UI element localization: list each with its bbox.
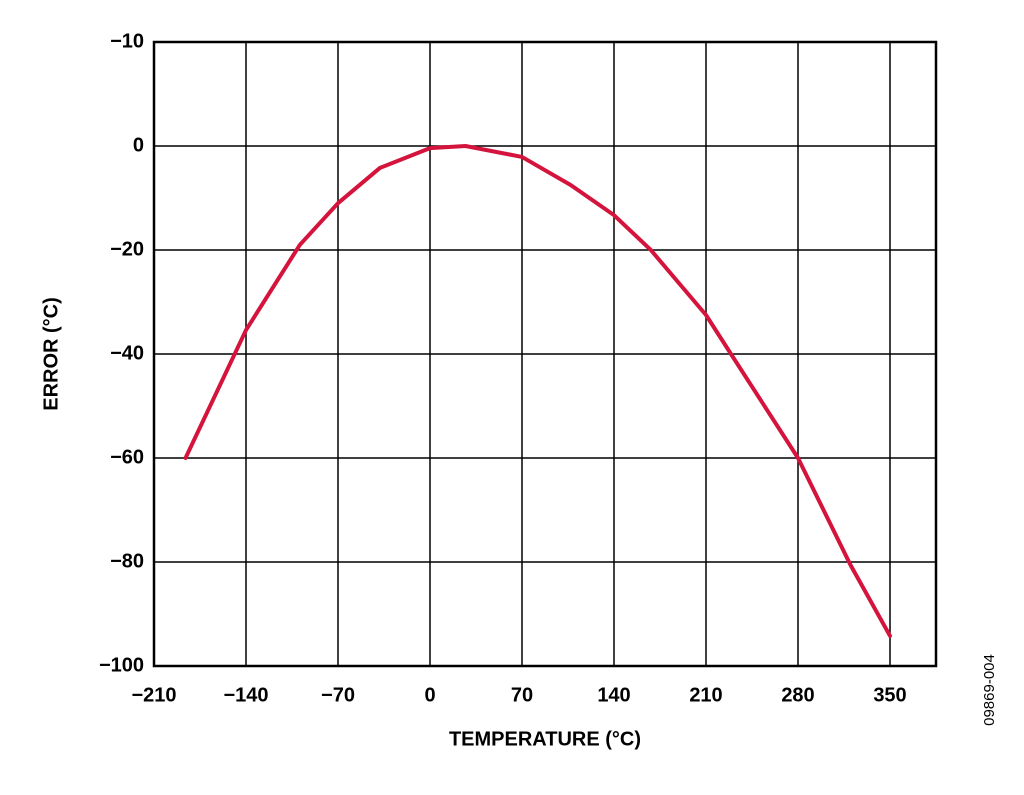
- x-tick-label: 70: [511, 684, 533, 706]
- y-tick-label: −80: [110, 550, 144, 572]
- x-tick-label: 210: [689, 684, 722, 706]
- x-tick-label: −70: [321, 684, 355, 706]
- y-tick-label: −10: [110, 30, 144, 52]
- y-tick-label: −40: [110, 342, 144, 364]
- x-tick-label: 140: [597, 684, 630, 706]
- x-axis-label: TEMPERATURE (°C): [449, 728, 641, 750]
- y-tick-label: −100: [99, 654, 144, 676]
- x-tick-label: −210: [131, 684, 176, 706]
- y-axis-label: ERROR (°C): [40, 297, 62, 411]
- figure-id: 09869-004: [981, 654, 998, 726]
- x-tick-label: −140: [223, 684, 268, 706]
- y-tick-label: −60: [110, 446, 144, 468]
- x-tick-label: 0: [424, 684, 435, 706]
- x-tick-label: 280: [781, 684, 814, 706]
- y-tick-label: 0: [133, 134, 144, 156]
- y-tick-label: −20: [110, 238, 144, 260]
- x-tick-label: 350: [873, 684, 906, 706]
- data-line: [183, 144, 892, 638]
- plot-frame: [152, 40, 938, 668]
